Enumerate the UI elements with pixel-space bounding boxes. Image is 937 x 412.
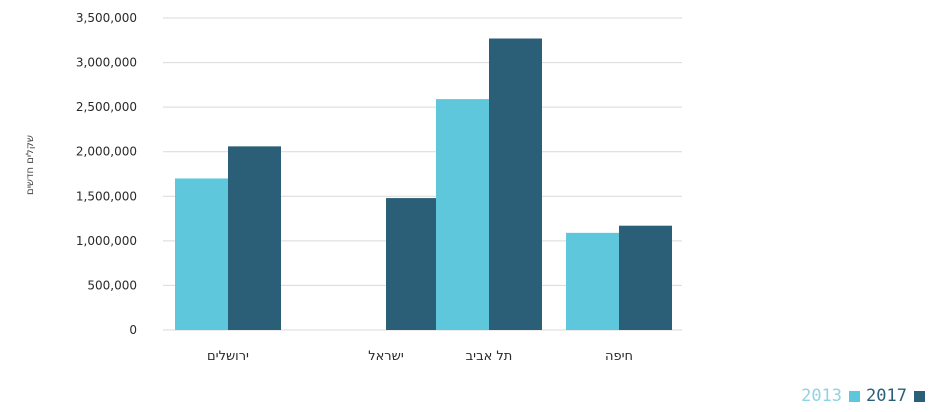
- y-tick-label: 3,500,000: [76, 11, 137, 25]
- y-tick-label: 3,000,000: [76, 56, 137, 70]
- legend-item-2013: 2013: [801, 386, 861, 406]
- category-label: ירושלים: [207, 349, 249, 364]
- legend: 2013 2017: [795, 386, 925, 406]
- y-tick-label: 1,000,000: [76, 234, 137, 248]
- y-tick-label: 500,000: [87, 278, 137, 292]
- legend-label-2013: 2013: [801, 386, 843, 406]
- category-label: ישראל: [368, 349, 404, 364]
- legend-item-2017: 2017: [866, 386, 925, 406]
- category-label: חיפה: [605, 349, 633, 364]
- bar-2013-3: [566, 232, 619, 330]
- bar-2013-2: [436, 99, 489, 331]
- y-axis-label: שקלים חדשים: [25, 135, 36, 195]
- bar-2013-0: [175, 178, 228, 330]
- bar-2017-0: [228, 146, 281, 330]
- bar-2017-1: [386, 198, 439, 330]
- y-tick-label: 1,500,000: [76, 189, 137, 203]
- category-labels: ירושלים ישראל תל אביב חיפה: [207, 349, 633, 364]
- legend-swatch-2013: [849, 390, 861, 402]
- legend-label-2017: 2017: [866, 386, 907, 406]
- y-tick-label: 2,500,000: [76, 100, 137, 114]
- bars: [175, 38, 672, 331]
- y-tick-labels: 0 500,000 1,000,000 1,500,000 2,000,000 2,500…: [76, 11, 137, 337]
- category-label: תל אביב: [466, 349, 513, 364]
- bar-2017-3: [619, 225, 672, 330]
- bar-2017-2: [489, 38, 542, 330]
- y-tick-label: 2,000,000: [76, 145, 137, 159]
- legend-swatch-2017: [914, 390, 925, 402]
- y-tick-label: 0: [129, 323, 137, 337]
